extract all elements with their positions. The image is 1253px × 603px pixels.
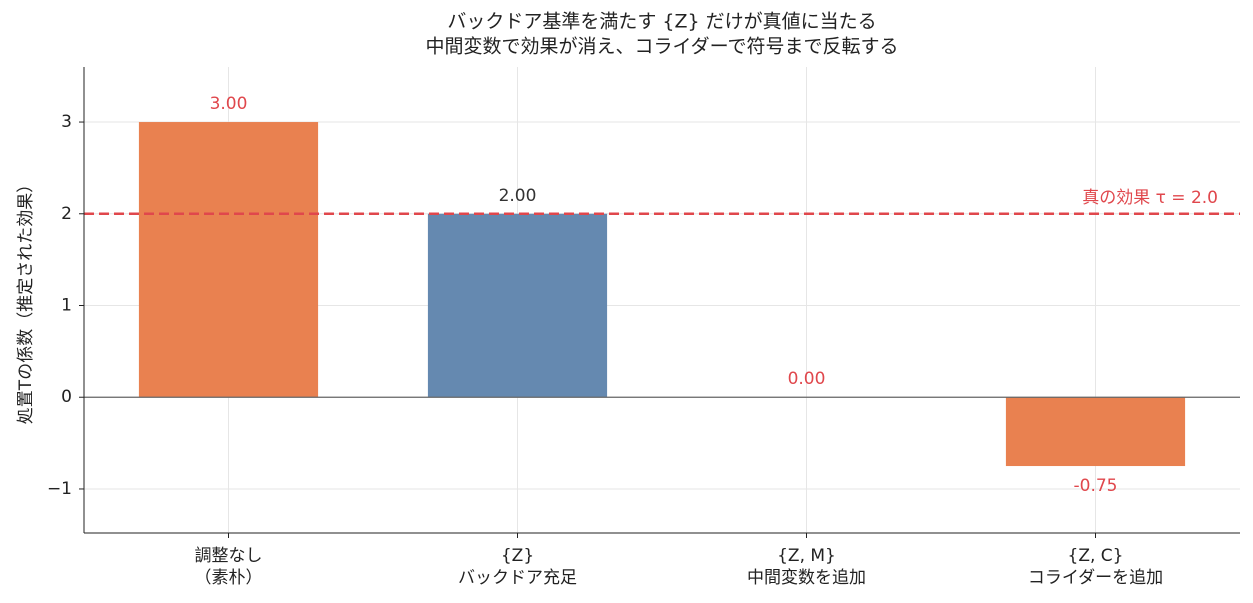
x-tick-label: 中間変数を追加 [747,568,866,588]
y-tick-label: −1 [47,479,72,499]
x-tick-label: {Z} [501,546,534,566]
y-tick-label: 3 [61,112,72,132]
x-tick-label: {Z, M} [777,546,836,566]
x-tick-label: {Z, C} [1068,546,1124,566]
bar [138,122,319,398]
chart-title: バックドア基準を満たす {Z} だけが真値に当たる [447,11,876,33]
reference-label: 真の効果 τ = 2.0 [1082,188,1218,208]
chart-title: 中間変数で効果が消え、コライダーで符号まで反転する [425,36,898,58]
x-tick-label: 調整なし [195,546,263,566]
x-tick-label: バックドア充足 [458,568,577,588]
bar [1005,397,1186,467]
y-tick-label: 2 [61,204,72,224]
x-tick-label: （素朴） [195,568,263,588]
value-label: 3.00 [210,94,248,114]
x-tick-label: コライダーを追加 [1028,568,1163,588]
y-axis-label: 処置Tの係数（推定された効果） [16,176,36,424]
value-label: 0.00 [788,369,826,389]
bar [427,213,608,398]
value-label: 2.00 [499,186,537,206]
y-tick-label: 1 [61,296,72,316]
value-label: -0.75 [1074,476,1118,496]
y-tick-label: 0 [61,387,72,407]
